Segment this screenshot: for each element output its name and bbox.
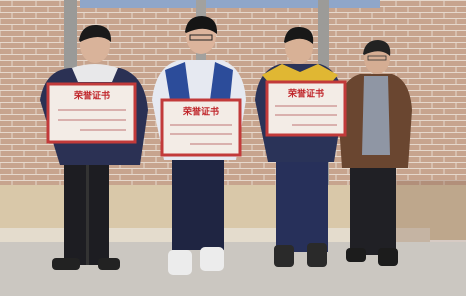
shoe (274, 245, 294, 267)
photo: 荣誉证书 荣誉证书 荣誉证书 (0, 0, 466, 296)
pants (350, 155, 396, 255)
hood (72, 64, 118, 82)
shoe (168, 250, 192, 275)
shoe (378, 248, 398, 266)
shirt (362, 76, 390, 155)
certificate: 荣誉证书 (162, 100, 240, 155)
pants (172, 150, 224, 250)
banner (80, 0, 380, 8)
page: 荣誉证书 荣誉证书 荣誉证书 (() => { const data = JSO… (0, 0, 466, 296)
pants-gap (86, 160, 89, 265)
shoe (307, 243, 327, 267)
shoe (200, 247, 224, 271)
certificate: 荣誉证书 (267, 82, 345, 135)
certificate: 荣誉证书 (48, 84, 135, 142)
shoe (52, 258, 80, 270)
shoe (346, 248, 366, 262)
certificate-title: 荣誉证书 (182, 106, 219, 118)
shoe (98, 258, 120, 270)
certificate-title: 荣誉证书 (73, 90, 110, 102)
certificate-title: 荣誉证书 (287, 88, 324, 100)
